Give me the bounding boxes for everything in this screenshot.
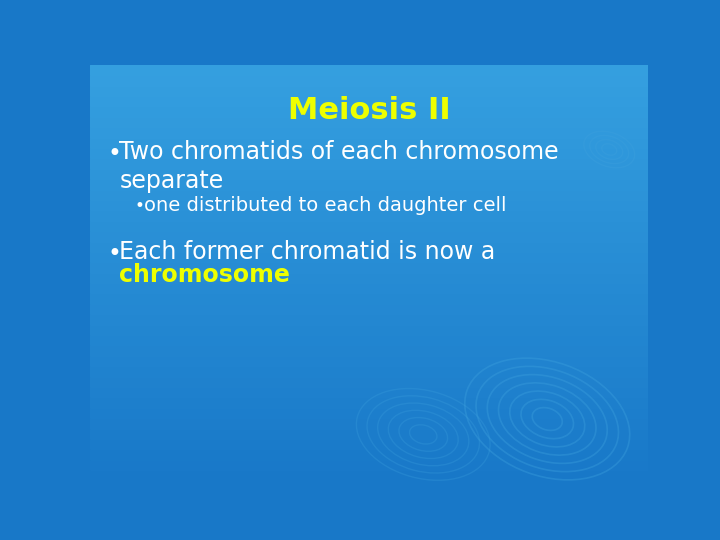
Bar (90, 262, 648, 273)
Bar (90, 387, 648, 397)
Bar (90, 117, 648, 127)
Text: •: • (107, 242, 121, 266)
Bar (90, 325, 648, 335)
Bar (90, 211, 648, 221)
Bar (90, 127, 648, 138)
Bar (90, 179, 648, 190)
Bar (90, 366, 648, 377)
Text: chromosome: chromosome (120, 262, 290, 287)
Bar (90, 106, 648, 117)
Bar (90, 231, 648, 241)
Bar (90, 148, 648, 158)
Text: Meiosis II: Meiosis II (287, 96, 451, 125)
Text: one distributed to each daughter cell: one distributed to each daughter cell (144, 195, 507, 215)
Bar (90, 408, 648, 418)
Text: Two chromatids of each chromosome
separate: Two chromatids of each chromosome separa… (120, 140, 559, 193)
Bar (90, 346, 648, 356)
Text: Each former chromatid is now a: Each former chromatid is now a (120, 240, 495, 265)
Bar (90, 449, 648, 460)
Bar (90, 418, 648, 429)
Bar (90, 273, 648, 283)
Bar (90, 283, 648, 294)
Bar (90, 75, 648, 85)
Bar (90, 304, 648, 314)
Bar (90, 293, 648, 304)
Bar (90, 85, 648, 96)
Bar (90, 221, 648, 231)
Bar (90, 169, 648, 179)
Bar (90, 356, 648, 366)
Bar (90, 429, 648, 439)
Bar (90, 190, 648, 200)
Bar (90, 470, 648, 481)
Bar (90, 439, 648, 449)
Bar (90, 200, 648, 211)
Bar (90, 335, 648, 346)
Bar (90, 252, 648, 262)
Text: •: • (107, 142, 121, 166)
Bar (90, 377, 648, 387)
Bar (90, 460, 648, 470)
Bar (90, 397, 648, 408)
Bar (90, 65, 648, 75)
Bar (90, 314, 648, 325)
Bar (90, 96, 648, 106)
Bar (90, 138, 648, 148)
Bar (90, 158, 648, 168)
Bar (90, 241, 648, 252)
Text: •: • (135, 197, 145, 215)
